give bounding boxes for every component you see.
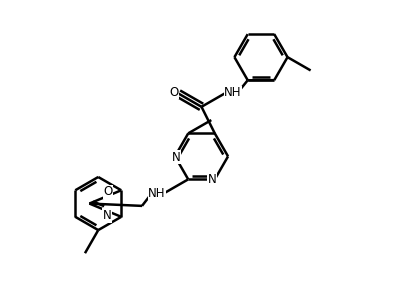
Text: O: O [104,185,113,198]
Text: N: N [172,151,181,164]
Text: O: O [169,86,178,99]
Text: NH: NH [224,86,242,99]
Text: N: N [208,173,217,186]
Text: NH: NH [148,187,166,200]
Text: N: N [102,209,111,222]
